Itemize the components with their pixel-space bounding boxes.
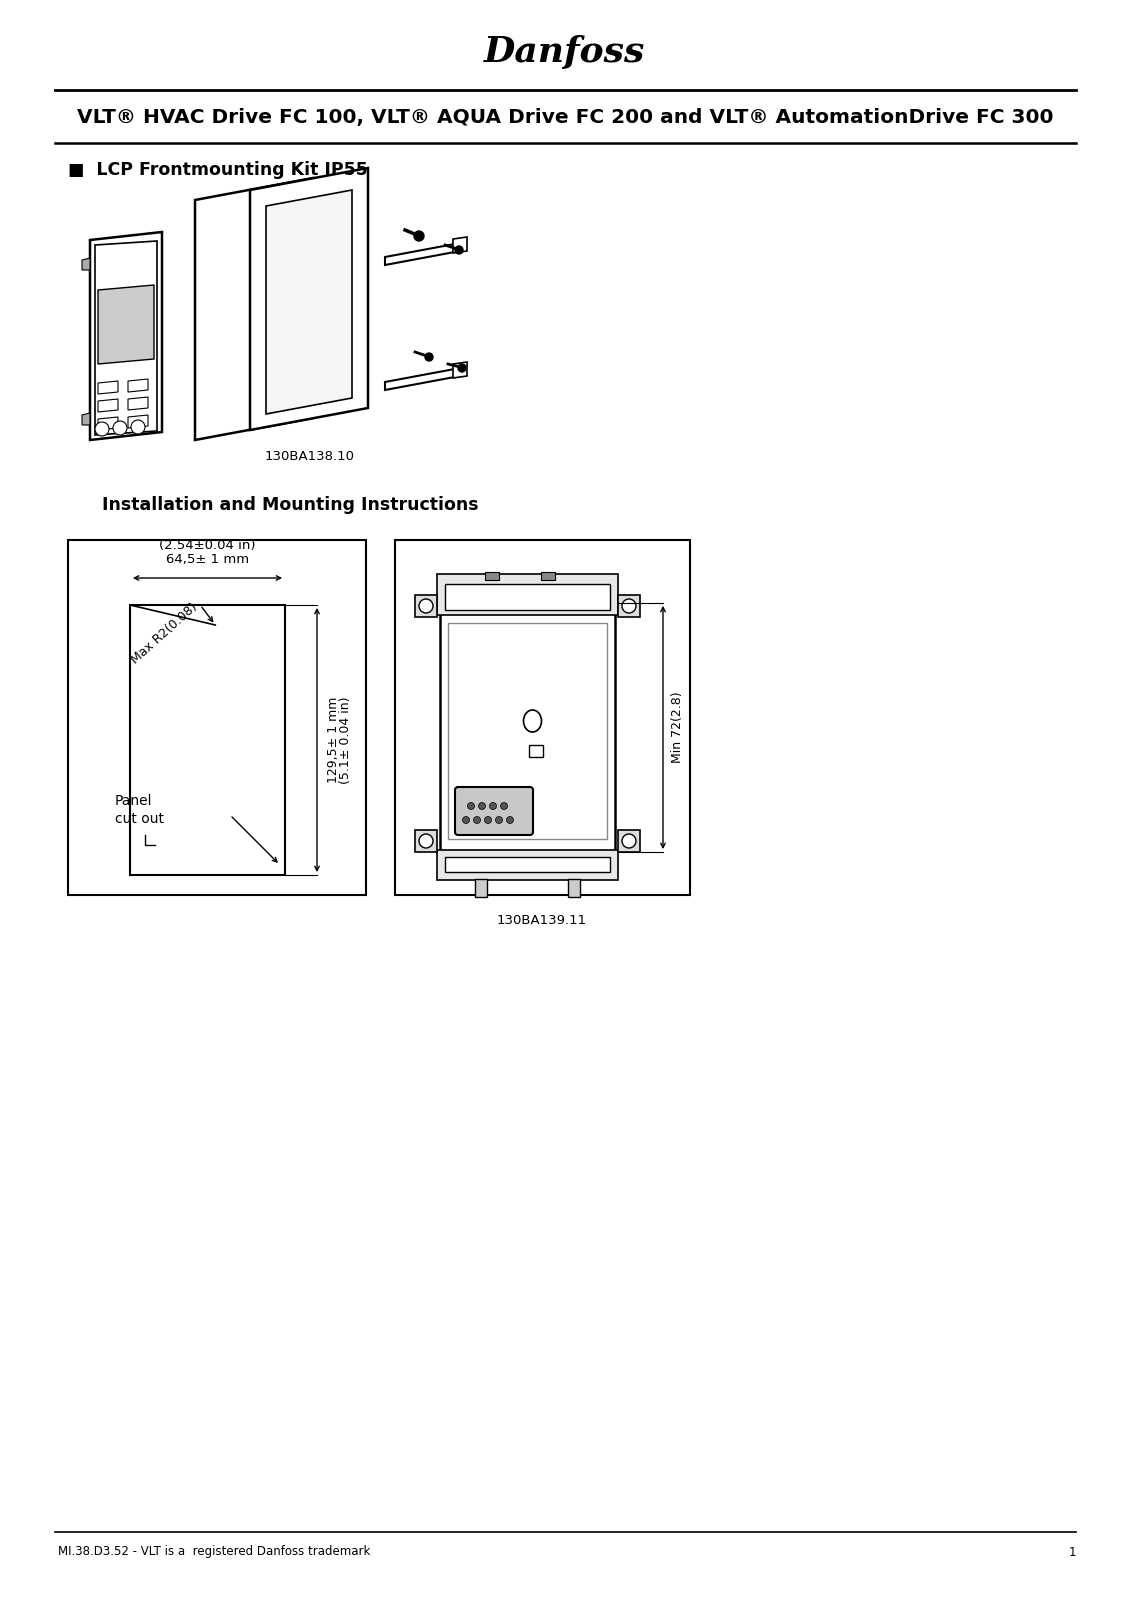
Polygon shape <box>98 418 118 430</box>
Polygon shape <box>128 379 148 392</box>
Circle shape <box>95 422 109 435</box>
Polygon shape <box>98 398 118 411</box>
Ellipse shape <box>524 710 542 733</box>
Circle shape <box>484 816 492 824</box>
Bar <box>130 605 285 875</box>
Circle shape <box>622 834 636 848</box>
Text: 64,5± 1 mm: 64,5± 1 mm <box>166 554 249 566</box>
Polygon shape <box>90 232 162 440</box>
Polygon shape <box>98 381 118 394</box>
Bar <box>528 746 543 757</box>
Polygon shape <box>95 242 157 435</box>
Text: (2.54±0.04 in): (2.54±0.04 in) <box>159 539 256 552</box>
Text: Danfoss: Danfoss <box>484 35 646 69</box>
Text: ■  LCP Frontmounting Kit IP55: ■ LCP Frontmounting Kit IP55 <box>68 162 368 179</box>
Circle shape <box>490 803 497 810</box>
Circle shape <box>474 816 481 824</box>
Bar <box>437 574 618 614</box>
Text: Min 72(2.8): Min 72(2.8) <box>671 691 684 763</box>
Bar <box>415 595 437 618</box>
Circle shape <box>418 834 433 848</box>
Text: MI.38.D3.52 - VLT is a  registered Danfoss trademark: MI.38.D3.52 - VLT is a registered Danfos… <box>58 1546 370 1558</box>
Bar <box>484 573 499 579</box>
Circle shape <box>458 365 466 371</box>
Polygon shape <box>83 413 90 426</box>
Bar <box>475 878 487 898</box>
Circle shape <box>131 419 145 434</box>
FancyBboxPatch shape <box>455 787 533 835</box>
Text: Panel
cut out: Panel cut out <box>115 794 164 826</box>
Circle shape <box>501 803 508 810</box>
Bar <box>444 858 610 872</box>
Bar <box>618 595 640 618</box>
Bar <box>68 541 366 894</box>
Bar <box>415 830 437 851</box>
Bar <box>444 584 610 610</box>
Circle shape <box>507 816 513 824</box>
Polygon shape <box>385 243 460 266</box>
Circle shape <box>495 816 502 824</box>
Text: 130BA139.11: 130BA139.11 <box>497 914 587 926</box>
Circle shape <box>455 246 463 254</box>
Polygon shape <box>128 397 148 410</box>
Circle shape <box>418 598 433 613</box>
Polygon shape <box>454 237 467 253</box>
Circle shape <box>622 598 636 613</box>
Bar <box>448 622 607 838</box>
Bar <box>437 850 618 880</box>
Polygon shape <box>98 285 154 365</box>
Text: VLT® HVAC Drive FC 100, VLT® AQUA Drive FC 200 and VLT® AutomationDrive FC 300: VLT® HVAC Drive FC 100, VLT® AQUA Drive … <box>77 107 1053 126</box>
Circle shape <box>478 803 485 810</box>
Text: Max R2(0.08): Max R2(0.08) <box>129 600 200 666</box>
Polygon shape <box>385 368 460 390</box>
Text: Installation and Mounting Instructions: Installation and Mounting Instructions <box>102 496 478 514</box>
Circle shape <box>425 354 433 362</box>
Text: 130BA138.10: 130BA138.10 <box>265 451 355 464</box>
Polygon shape <box>266 190 352 414</box>
Bar <box>618 830 640 851</box>
Polygon shape <box>83 258 90 270</box>
Text: 1: 1 <box>1069 1546 1076 1558</box>
Circle shape <box>467 803 475 810</box>
Circle shape <box>113 421 127 435</box>
Circle shape <box>463 816 469 824</box>
Bar <box>541 573 555 579</box>
Bar <box>440 578 615 877</box>
Bar <box>568 878 580 898</box>
Polygon shape <box>250 168 368 430</box>
Text: 129,5± 1 mm: 129,5± 1 mm <box>327 698 340 782</box>
Polygon shape <box>128 414 148 427</box>
Text: (5.1± 0.04 in): (5.1± 0.04 in) <box>339 696 352 784</box>
Circle shape <box>414 230 424 242</box>
Polygon shape <box>195 178 313 440</box>
Polygon shape <box>454 362 467 378</box>
Bar <box>395 541 690 894</box>
